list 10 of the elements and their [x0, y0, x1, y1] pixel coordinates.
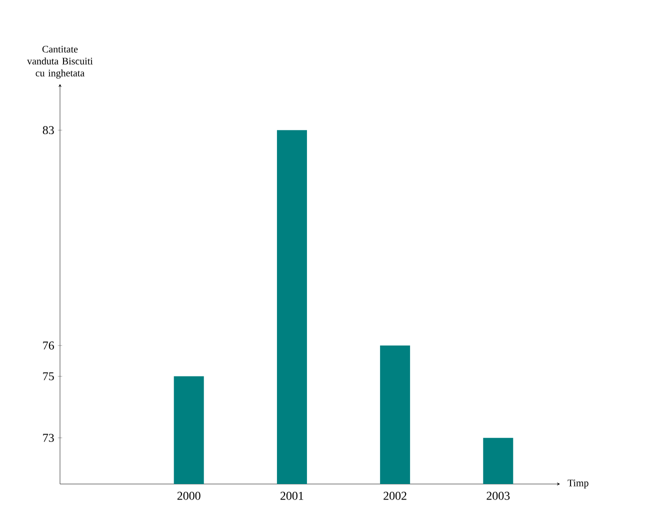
y-tick-label: 83 — [42, 126, 54, 134]
x-tick-label: 2003 — [486, 492, 510, 500]
y-tick-label: 75 — [43, 372, 54, 380]
x-tick-label: 2001 — [280, 492, 304, 500]
y-axis-title: Cantitate vanduta Biscuiti cu inghetata — [27, 46, 93, 78]
x-tick-label: 2000 — [177, 492, 200, 500]
x-axis-title: Timp — [568, 480, 588, 488]
y-tick-label: 76 — [43, 342, 54, 350]
y-tick-label: 73 — [43, 434, 54, 442]
x-tick-label: 2002 — [384, 492, 406, 500]
